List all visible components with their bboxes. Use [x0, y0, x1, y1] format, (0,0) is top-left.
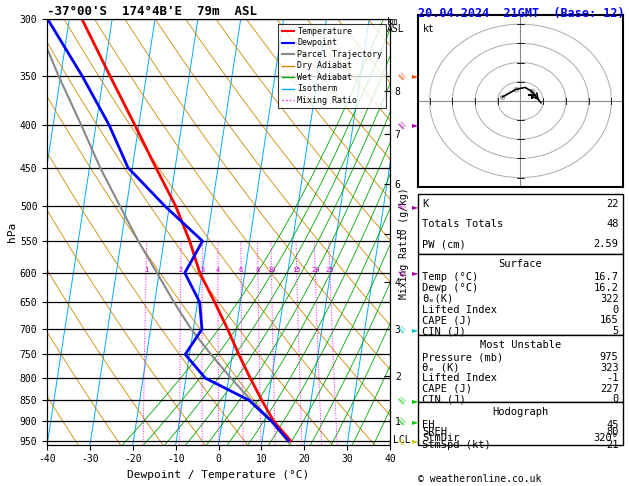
Text: 21: 21 [606, 440, 619, 451]
Text: 16.2: 16.2 [594, 283, 619, 293]
Text: 1: 1 [144, 267, 148, 273]
Text: CAPE (J): CAPE (J) [423, 383, 472, 394]
Text: PW (cm): PW (cm) [423, 240, 466, 249]
Text: 0: 0 [613, 394, 619, 404]
Text: EH: EH [423, 419, 435, 430]
Text: Totals Totals: Totals Totals [423, 220, 504, 229]
Text: K: K [423, 199, 428, 209]
Text: θₑ (K): θₑ (K) [423, 363, 460, 373]
Text: ►: ► [412, 417, 418, 426]
Text: |||: ||| [398, 436, 408, 446]
Text: ►: ► [412, 436, 418, 445]
Text: 2: 2 [179, 267, 183, 273]
Text: 15: 15 [292, 267, 301, 273]
Text: CIN (J): CIN (J) [423, 394, 466, 404]
Text: 25: 25 [326, 267, 334, 273]
Text: |||: ||| [398, 416, 408, 426]
Text: θₑ(K): θₑ(K) [423, 294, 454, 304]
Text: 2.59: 2.59 [594, 240, 619, 249]
FancyBboxPatch shape [418, 194, 623, 255]
Text: kt: kt [423, 24, 435, 34]
Text: StmSpd (kt): StmSpd (kt) [423, 440, 491, 451]
Text: |||: ||| [398, 324, 408, 334]
Text: km: km [387, 17, 399, 27]
Text: CIN (J): CIN (J) [423, 326, 466, 336]
Text: |||: ||| [398, 201, 408, 211]
Text: CAPE (J): CAPE (J) [423, 315, 472, 325]
Text: LCL: LCL [393, 434, 411, 445]
Text: |||: ||| [398, 268, 408, 278]
Text: 20.04.2024  21GMT  (Base: 12): 20.04.2024 21GMT (Base: 12) [418, 7, 625, 20]
Text: 227: 227 [600, 383, 619, 394]
Text: Most Unstable: Most Unstable [480, 340, 561, 349]
Text: 80: 80 [606, 427, 619, 436]
Text: ►: ► [412, 202, 418, 211]
Text: ASL: ASL [387, 24, 404, 35]
Text: © weatheronline.co.uk: © weatheronline.co.uk [418, 473, 542, 484]
Text: 8: 8 [256, 267, 260, 273]
Text: Hodograph: Hodograph [493, 407, 548, 417]
Text: Lifted Index: Lifted Index [423, 373, 498, 383]
FancyBboxPatch shape [418, 255, 623, 334]
Text: -1: -1 [606, 373, 619, 383]
Text: Surface: Surface [499, 260, 542, 269]
Text: Dewp (°C): Dewp (°C) [423, 283, 479, 293]
Text: 22: 22 [606, 199, 619, 209]
Text: 10: 10 [267, 267, 276, 273]
Legend: Temperature, Dewpoint, Parcel Trajectory, Dry Adiabat, Wet Adiabat, Isotherm, Mi: Temperature, Dewpoint, Parcel Trajectory… [278, 24, 386, 108]
Text: 320°: 320° [594, 434, 619, 443]
Text: StmDir: StmDir [423, 434, 460, 443]
Text: Mixing Ratio (g/kg): Mixing Ratio (g/kg) [399, 187, 409, 299]
Text: 323: 323 [600, 363, 619, 373]
FancyBboxPatch shape [418, 402, 623, 445]
Text: |||: ||| [398, 71, 408, 81]
FancyBboxPatch shape [418, 334, 623, 402]
Text: |||: ||| [398, 395, 408, 405]
Text: 45: 45 [606, 419, 619, 430]
Text: ►: ► [412, 396, 418, 405]
Text: 6: 6 [239, 267, 243, 273]
X-axis label: Dewpoint / Temperature (°C): Dewpoint / Temperature (°C) [128, 470, 309, 480]
Text: 322: 322 [600, 294, 619, 304]
Text: 975: 975 [600, 352, 619, 362]
Text: ►: ► [412, 325, 418, 334]
Text: 16.7: 16.7 [594, 272, 619, 282]
Text: |||: ||| [398, 120, 408, 130]
Text: 165: 165 [600, 315, 619, 325]
Text: 5: 5 [613, 326, 619, 336]
Text: 4: 4 [216, 267, 220, 273]
Text: Temp (°C): Temp (°C) [423, 272, 479, 282]
Text: Lifted Index: Lifted Index [423, 305, 498, 314]
Text: Pressure (mb): Pressure (mb) [423, 352, 504, 362]
Y-axis label: hPa: hPa [7, 222, 17, 242]
Text: -37°00'S  174°4B'E  79m  ASL: -37°00'S 174°4B'E 79m ASL [47, 5, 257, 18]
Text: 20: 20 [311, 267, 320, 273]
Text: 48: 48 [606, 220, 619, 229]
Text: 0: 0 [613, 305, 619, 314]
Text: ►: ► [412, 268, 418, 278]
Text: ►: ► [412, 71, 418, 80]
Text: 3: 3 [200, 267, 204, 273]
Text: SREH: SREH [423, 427, 447, 436]
Text: ►: ► [412, 120, 418, 129]
